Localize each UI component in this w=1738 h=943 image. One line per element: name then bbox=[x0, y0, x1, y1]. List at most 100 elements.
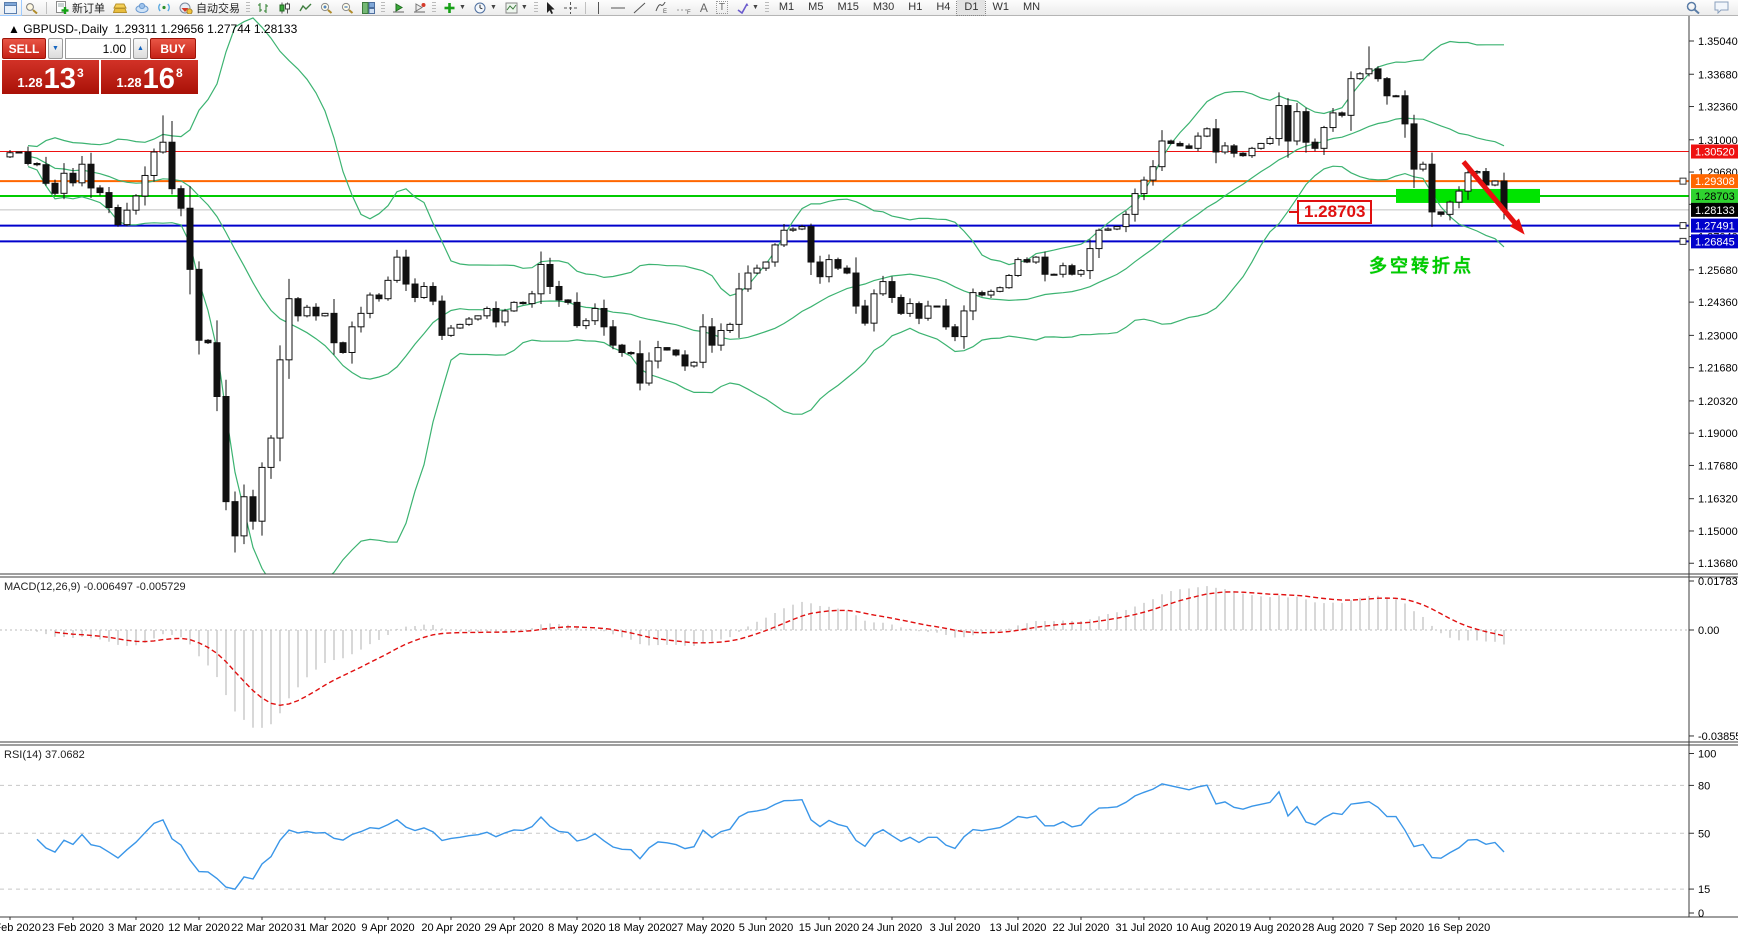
crosshair-button[interactable] bbox=[560, 0, 581, 15]
autoscroll-button[interactable] bbox=[388, 0, 409, 15]
svg-text:0.00: 0.00 bbox=[1698, 625, 1719, 637]
svg-text:1.16320: 1.16320 bbox=[1698, 494, 1738, 506]
date-label: 15 Jun 2020 bbox=[799, 922, 860, 934]
vline-button[interactable] bbox=[590, 0, 607, 15]
macd-axis: 0.017833 0.00 -0.038559 bbox=[1689, 576, 1738, 743]
chart-area[interactable]: 1.350401.336801.323601.310001.296801.283… bbox=[0, 16, 1738, 938]
svg-text:1.28703: 1.28703 bbox=[1695, 191, 1735, 203]
svg-text:1.13680: 1.13680 bbox=[1698, 558, 1738, 570]
svg-text:100: 100 bbox=[1698, 749, 1716, 761]
trend-arrow bbox=[1461, 160, 1525, 235]
svg-text:1.23000: 1.23000 bbox=[1698, 330, 1738, 342]
buy-button[interactable]: BUY bbox=[150, 38, 196, 59]
svg-text:1.15000: 1.15000 bbox=[1698, 526, 1738, 538]
date-label: 27 May 2020 bbox=[671, 922, 735, 934]
zoom-in-button[interactable] bbox=[316, 0, 337, 15]
timeframe-H1[interactable]: H1 bbox=[908, 1, 923, 13]
chart-shift-icon bbox=[414, 2, 426, 12]
timeframe-W1[interactable]: W1 bbox=[992, 1, 1009, 13]
sell-price-sup: 3 bbox=[76, 66, 84, 80]
line-handle[interactable] bbox=[1679, 237, 1687, 245]
rsi-indicator-label: RSI(14) 37.0682 bbox=[4, 749, 85, 761]
channel-button[interactable]: F bbox=[673, 0, 696, 15]
label-icon: T bbox=[715, 1, 728, 14]
chart-canvas[interactable]: 1.350401.336801.323601.310001.296801.283… bbox=[0, 16, 1738, 938]
indicators-button[interactable]: ▼ bbox=[439, 0, 470, 15]
text-icon: A bbox=[699, 0, 708, 15]
chart-shift-button[interactable] bbox=[409, 0, 430, 15]
rsi-axis: 0 15 50 80 100 bbox=[1689, 749, 1716, 920]
signals-button[interactable] bbox=[153, 0, 175, 15]
hline-button[interactable] bbox=[607, 0, 629, 15]
buy-quote[interactable]: 1.28 16 8 bbox=[101, 60, 198, 94]
sell-price-big: 13 bbox=[43, 63, 76, 95]
tile-windows-button[interactable] bbox=[358, 0, 379, 15]
sell-price-small: 1.28 bbox=[17, 75, 43, 90]
trendline-button[interactable] bbox=[629, 0, 650, 15]
zoom-out-button[interactable] bbox=[337, 0, 358, 15]
date-label: 9 Apr 2020 bbox=[361, 922, 414, 934]
deposit-button[interactable] bbox=[109, 0, 131, 15]
timeframe-D1[interactable]: D1 bbox=[956, 0, 987, 16]
cursor-button[interactable] bbox=[541, 0, 560, 15]
svg-text:15: 15 bbox=[1698, 884, 1710, 896]
price-tag bbox=[1691, 188, 1738, 203]
svg-text:1.29308: 1.29308 bbox=[1695, 176, 1735, 188]
text-button[interactable]: A bbox=[696, 0, 712, 15]
zoom-window-button[interactable] bbox=[21, 0, 42, 15]
label-button[interactable]: T bbox=[712, 0, 732, 15]
chat-icon[interactable] bbox=[1714, 1, 1730, 14]
date-label: 23 Feb 2020 bbox=[42, 922, 104, 934]
sell-button[interactable]: SELL bbox=[2, 38, 46, 59]
volume-down-button[interactable]: ▼ bbox=[48, 38, 63, 59]
templates-button[interactable]: ▼ bbox=[501, 0, 532, 15]
bb-lower bbox=[27, 165, 1505, 574]
tile-windows-icon bbox=[362, 1, 375, 14]
line-handle[interactable] bbox=[1679, 177, 1687, 185]
hline-icon bbox=[610, 7, 625, 8]
periods-button[interactable]: ▼ bbox=[470, 0, 501, 15]
line-handle[interactable] bbox=[1679, 222, 1687, 230]
date-label: 10 Aug 2020 bbox=[1176, 922, 1238, 934]
chart-window-button[interactable] bbox=[0, 0, 22, 16]
candle-chart-button[interactable] bbox=[274, 0, 295, 15]
timeframe-M5[interactable]: M5 bbox=[808, 1, 824, 13]
svg-text:1.19000: 1.19000 bbox=[1698, 428, 1738, 440]
community-button[interactable] bbox=[131, 0, 153, 15]
signal-icon bbox=[158, 3, 170, 12]
timeframe-MN[interactable]: MN bbox=[1022, 1, 1041, 13]
annotation-cn-text[interactable]: 多空转折点 bbox=[1369, 256, 1474, 277]
arrows-button[interactable]: ▼ bbox=[732, 0, 763, 15]
zoom-in-icon bbox=[320, 2, 333, 14]
one-click-trading-widget: SELL ▼ ▲ BUY 1.28 13 3 1.28 16 8 bbox=[2, 38, 198, 94]
main-toolbar: 新订单 自动交易 ▼ ▼ ▼ E F A T bbox=[0, 0, 1738, 16]
annotation-price-box[interactable]: 1.28703 bbox=[1288, 199, 1373, 224]
timeframe-H4[interactable]: H4 bbox=[936, 1, 951, 13]
volume-input[interactable] bbox=[65, 38, 131, 59]
line-chart-button[interactable] bbox=[295, 0, 316, 15]
autoscroll-icon bbox=[393, 2, 404, 12]
arrow-shaft[interactable] bbox=[1461, 160, 1521, 229]
volume-up-button[interactable]: ▲ bbox=[133, 38, 148, 59]
svg-text:1.30520: 1.30520 bbox=[1695, 147, 1735, 159]
timeframe-M1[interactable]: M1 bbox=[778, 1, 795, 13]
timeframe-M15[interactable]: M15 bbox=[837, 1, 859, 13]
svg-text:1.17680: 1.17680 bbox=[1698, 460, 1738, 472]
bollinger-bands bbox=[27, 17, 1505, 574]
gold-icon bbox=[113, 3, 127, 13]
autotrade-button[interactable]: 自动交易 bbox=[175, 0, 244, 15]
buy-price-big: 16 bbox=[142, 63, 175, 95]
bar-chart-button[interactable] bbox=[253, 0, 274, 15]
price-tag bbox=[1691, 144, 1738, 159]
collapse-marker-icon[interactable]: ▲ bbox=[8, 22, 20, 36]
ohlc-open: 1.29311 bbox=[114, 22, 158, 36]
new-order-label: 新订单 bbox=[72, 2, 105, 15]
timeframe-M30[interactable]: M30 bbox=[872, 1, 895, 13]
new-order-button[interactable]: 新订单 bbox=[51, 0, 109, 15]
autotrade-label: 自动交易 bbox=[196, 2, 240, 15]
search-icon[interactable] bbox=[1686, 1, 1700, 14]
fibo-button[interactable]: E bbox=[650, 0, 673, 15]
svg-text:1.27491: 1.27491 bbox=[1695, 221, 1735, 233]
sell-quote[interactable]: 1.28 13 3 bbox=[2, 60, 99, 94]
